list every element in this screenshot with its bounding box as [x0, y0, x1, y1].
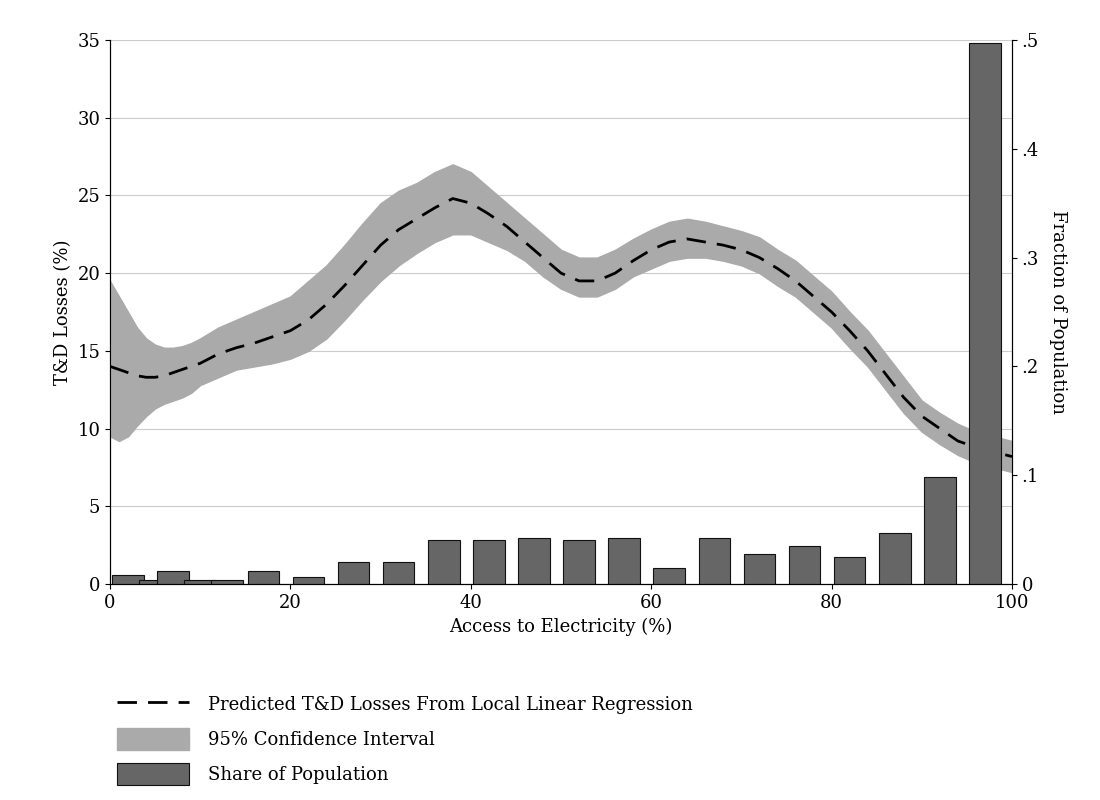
Bar: [338, 562, 370, 584]
Bar: [428, 541, 460, 584]
Y-axis label: T&D Losses (%): T&D Losses (%): [54, 239, 72, 385]
Legend: Predicted T&D Losses From Local Linear Regression, 95% Confidence Interval, Shar: Predicted T&D Losses From Local Linear R…: [110, 686, 700, 792]
Bar: [185, 580, 216, 584]
Bar: [157, 571, 189, 584]
Bar: [211, 580, 243, 584]
Bar: [924, 478, 956, 584]
Y-axis label: Fraction of Population: Fraction of Population: [1049, 210, 1067, 414]
Bar: [698, 538, 730, 584]
Bar: [879, 533, 911, 584]
Bar: [518, 538, 550, 584]
X-axis label: Access to Electricity (%): Access to Electricity (%): [449, 618, 673, 635]
Bar: [293, 578, 324, 584]
Bar: [653, 568, 685, 584]
Bar: [248, 571, 279, 584]
Bar: [473, 541, 505, 584]
Bar: [744, 554, 775, 584]
Bar: [608, 538, 640, 584]
Bar: [112, 575, 144, 584]
Bar: [140, 580, 170, 584]
Bar: [563, 541, 595, 584]
Bar: [383, 562, 415, 584]
Bar: [834, 557, 866, 584]
Bar: [969, 43, 1001, 584]
Bar: [789, 546, 821, 584]
